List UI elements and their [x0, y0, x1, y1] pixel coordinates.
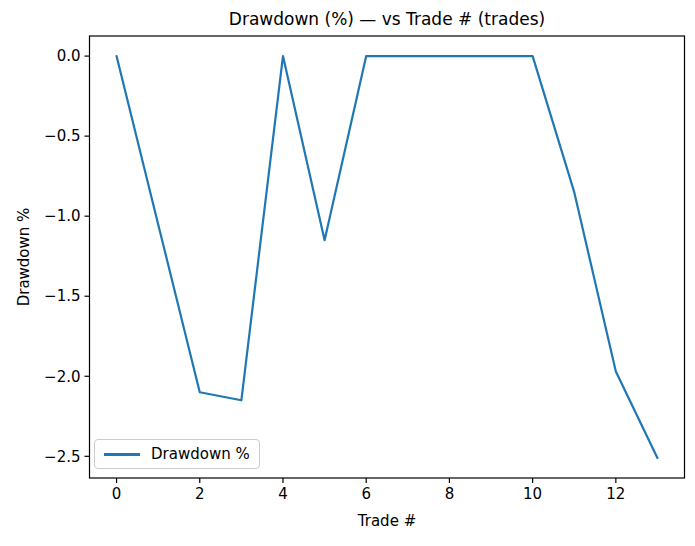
legend-line-sample — [104, 453, 140, 456]
y-axis-label: Drawdown % — [15, 208, 33, 307]
chart-title: Drawdown (%) — vs Trade # (trades) — [229, 9, 545, 29]
x-tick-label: 2 — [195, 485, 205, 503]
x-tick-label: 6 — [361, 485, 371, 503]
y-tick-label: −2.0 — [44, 368, 80, 386]
x-tick-label: 10 — [523, 485, 542, 503]
y-tick-label: −2.5 — [44, 448, 80, 466]
x-axis-label: Trade # — [357, 512, 416, 530]
plot-area — [90, 36, 685, 478]
x-tick-label: 4 — [278, 485, 288, 503]
y-tick-label: −1.5 — [44, 287, 80, 305]
x-tick-label: 8 — [445, 485, 455, 503]
chart-figure: Drawdown (%) — vs Trade # (trades) 0 2 4 6 8… — [0, 0, 695, 546]
plot-generated: 0 2 4 6 8 10 12 0.0 −0.5 −1.0 −1.5 −2.0 −2.5 — [44, 47, 657, 503]
y-tick-label: 0.0 — [57, 47, 81, 65]
x-tick-label: 12 — [606, 485, 625, 503]
y-tick-label: −1.0 — [44, 207, 80, 225]
x-tick-label: 0 — [112, 485, 122, 503]
legend: Drawdown % — [94, 439, 260, 469]
data-line-drawdown- — [117, 56, 658, 458]
y-tick-label: −0.5 — [44, 127, 80, 145]
legend-label: Drawdown % — [151, 445, 250, 463]
